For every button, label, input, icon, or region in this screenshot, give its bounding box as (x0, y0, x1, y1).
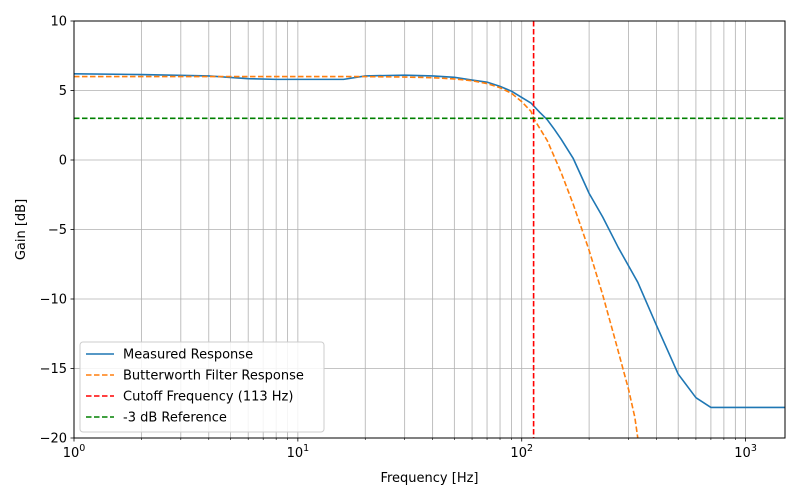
x-tick-label: 103 (734, 443, 757, 461)
y-tick-label: −5 (48, 223, 67, 238)
legend-entry: -3 dB Reference (123, 411, 227, 426)
x-tick-label: 102 (510, 443, 533, 461)
x-tick-exponent: 1 (303, 443, 309, 454)
x-tick-base: 10 (287, 446, 304, 461)
x-axis-label: Frequency [Hz] (380, 471, 478, 486)
x-tick-exponent: 0 (79, 443, 85, 454)
x-tick-base: 10 (510, 446, 527, 461)
y-tick-label: −10 (40, 293, 67, 308)
y-tick-label: 0 (59, 154, 67, 169)
x-tick-label: 101 (287, 443, 310, 461)
series-layer (74, 21, 785, 438)
butterworth-response-line (74, 75, 639, 438)
legend-box (79, 341, 325, 433)
legend-entry: Cutoff Frequency (113 Hz) (123, 390, 293, 405)
x-tick-exponent: 2 (527, 443, 533, 454)
x-tick-exponent: 3 (751, 443, 757, 454)
x-tick-label: 100 (63, 443, 86, 461)
legend: Measured Response Butterworth Filter Resp… (79, 341, 325, 433)
y-tick-label: 5 (59, 84, 67, 99)
y-tick-label: −15 (40, 362, 67, 377)
measured-response-line (74, 73, 785, 409)
x-tick-base: 10 (63, 446, 80, 461)
legend-entry: Butterworth Filter Response (123, 369, 304, 384)
legend-entry: Measured Response (123, 348, 253, 363)
y-axis-label: Gain [dB] (14, 199, 29, 260)
y-tick-label: −20 (40, 432, 67, 447)
x-tick-base: 10 (734, 446, 751, 461)
y-tick-label: 10 (50, 15, 67, 30)
